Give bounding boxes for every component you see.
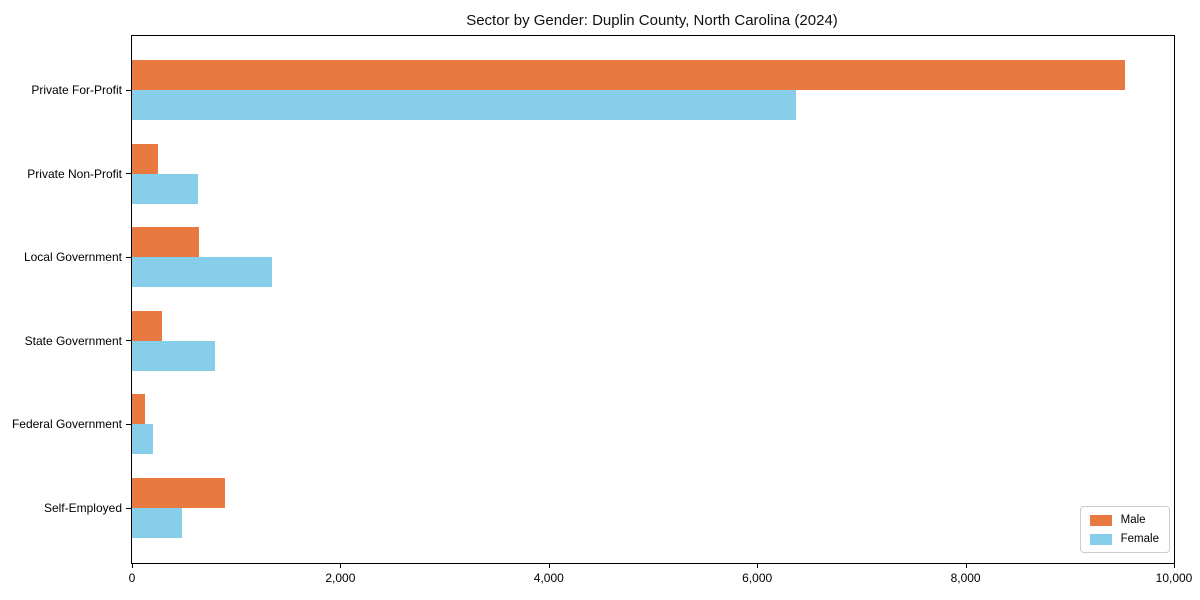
bar-male-private-non-profit <box>132 143 159 174</box>
x-axis-label-4000: 4,000 <box>533 571 564 585</box>
legend-label-male: Male <box>1120 514 1146 526</box>
bar-male-self-employed <box>132 478 225 508</box>
bar-male-federal-government <box>132 394 146 425</box>
y-axis-label-federal-government: Federal Government <box>11 417 122 432</box>
x-axis-label-8000: 8,000 <box>950 571 981 585</box>
legend: Male Female <box>1079 506 1170 553</box>
y-axis-label-local-government: Local Government <box>23 250 122 265</box>
chart-title: Sector by Gender: Duplin County, North C… <box>466 12 838 29</box>
x-tick-mark <box>965 563 967 568</box>
x-axis-label-0: 0 <box>128 571 136 585</box>
legend-label-female: Female <box>1120 533 1159 545</box>
y-axis-label-self-employed: Self-Employed <box>43 501 122 515</box>
x-tick-mark <box>1174 563 1175 568</box>
legend-item-male: Male <box>1089 514 1159 526</box>
y-axis-label-private-for-profit: Private For-Profit <box>31 83 122 97</box>
y-tick-mark <box>126 89 131 91</box>
x-tick-mark <box>132 563 133 568</box>
x-tick-mark <box>757 563 759 568</box>
y-tick-mark <box>126 256 131 258</box>
x-tick-mark <box>340 563 342 568</box>
bar-male-local-government <box>132 227 199 258</box>
x-tick-mark <box>548 563 550 568</box>
legend-swatch-male <box>1089 514 1112 526</box>
bar-female-local-government <box>132 257 272 288</box>
y-tick-mark <box>126 423 131 425</box>
y-tick-mark <box>126 340 131 342</box>
legend-item-female: Female <box>1089 533 1159 545</box>
plot-area: Male Female Private For-Profit Private Non… <box>12 35 1192 585</box>
legend-swatch-female <box>1089 533 1112 545</box>
y-tick-mark <box>126 507 131 509</box>
bar-female-self-employed <box>132 508 183 538</box>
bar-male-state-government <box>132 310 163 341</box>
x-axis-label-6000: 6,000 <box>742 571 773 585</box>
y-axis-label-state-government: State Government <box>24 333 122 348</box>
y-axis-label-private-non-profit: Private Non-Profit <box>27 166 122 181</box>
bar-male-private-for-profit <box>132 60 1126 90</box>
bar-female-private-non-profit <box>132 173 198 204</box>
bar-female-state-government <box>132 340 216 371</box>
bar-female-private-for-profit <box>132 90 796 120</box>
x-axis-label-10000: 10,000 <box>1155 571 1193 585</box>
bar-female-federal-government <box>132 424 153 455</box>
x-axis-label-2000: 2,000 <box>325 571 356 585</box>
y-tick-mark <box>126 173 131 175</box>
